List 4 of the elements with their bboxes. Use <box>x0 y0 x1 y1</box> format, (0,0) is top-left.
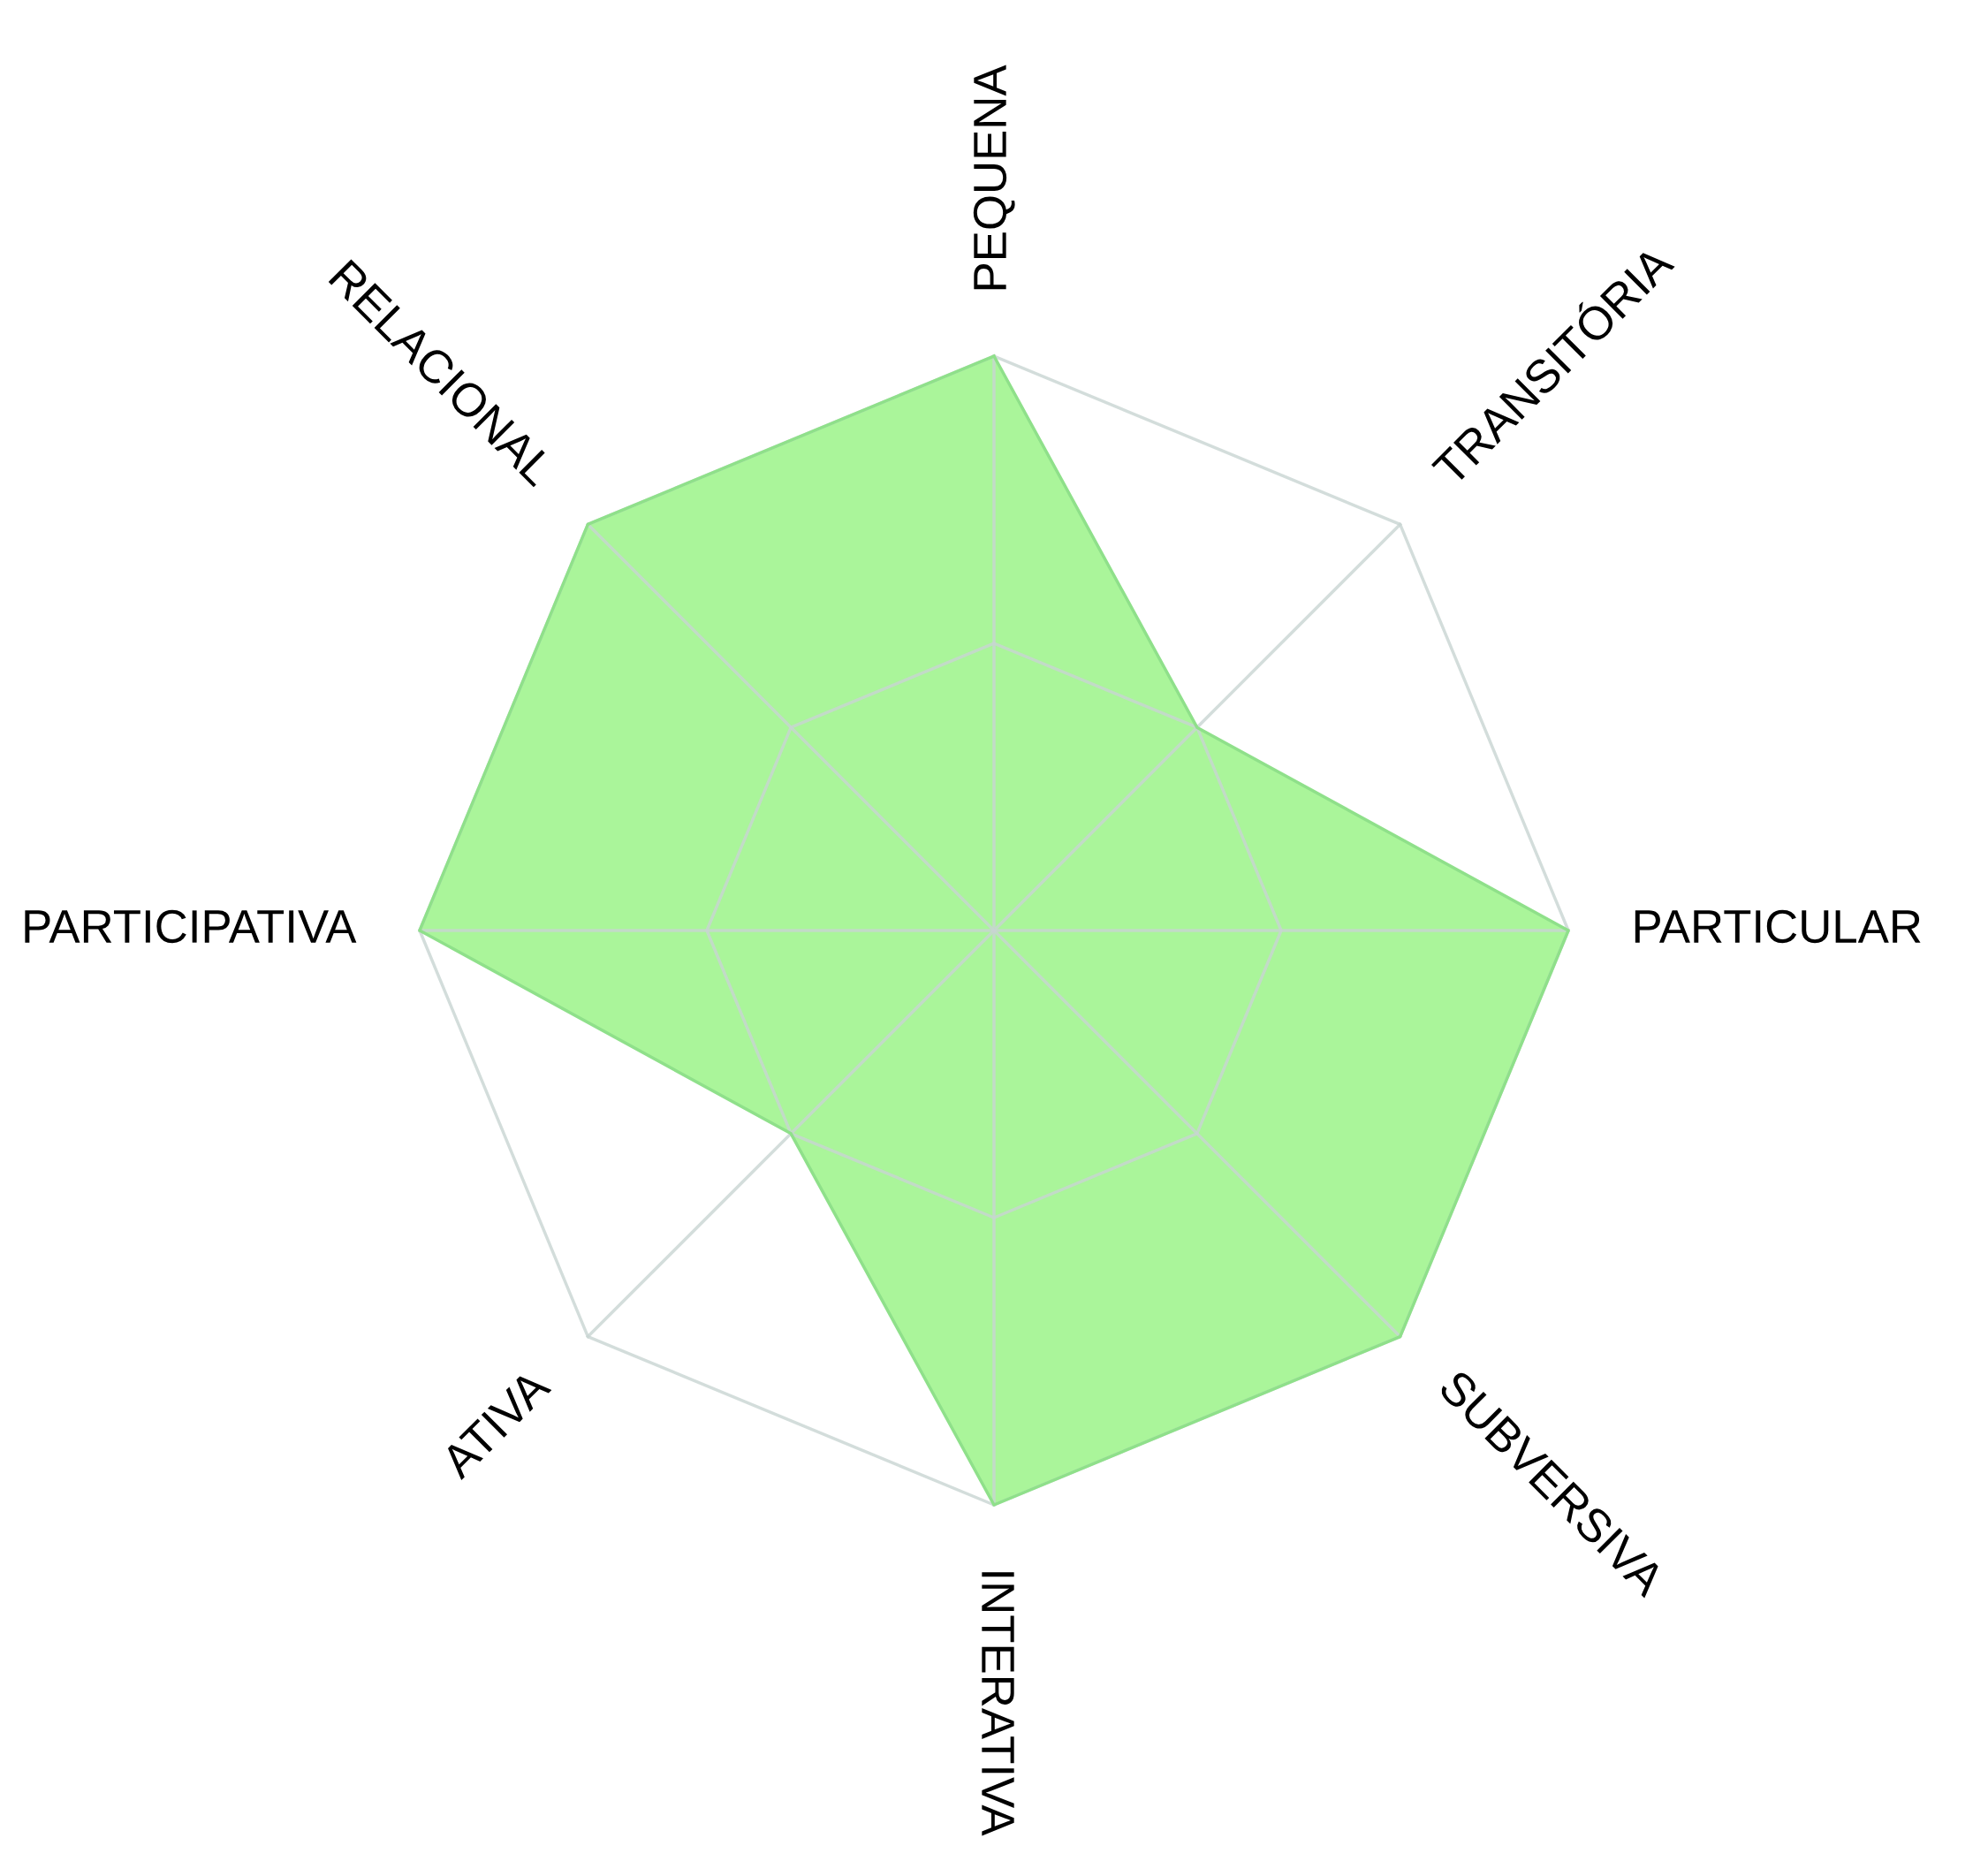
spoke-label: PARTICULAR <box>1635 909 1921 944</box>
spoke-label: PEQUENA <box>973 65 1015 290</box>
spoke-label: INTERATIVA <box>982 1572 1014 1836</box>
spoke-label: PARTICIPATIVA <box>25 909 357 944</box>
